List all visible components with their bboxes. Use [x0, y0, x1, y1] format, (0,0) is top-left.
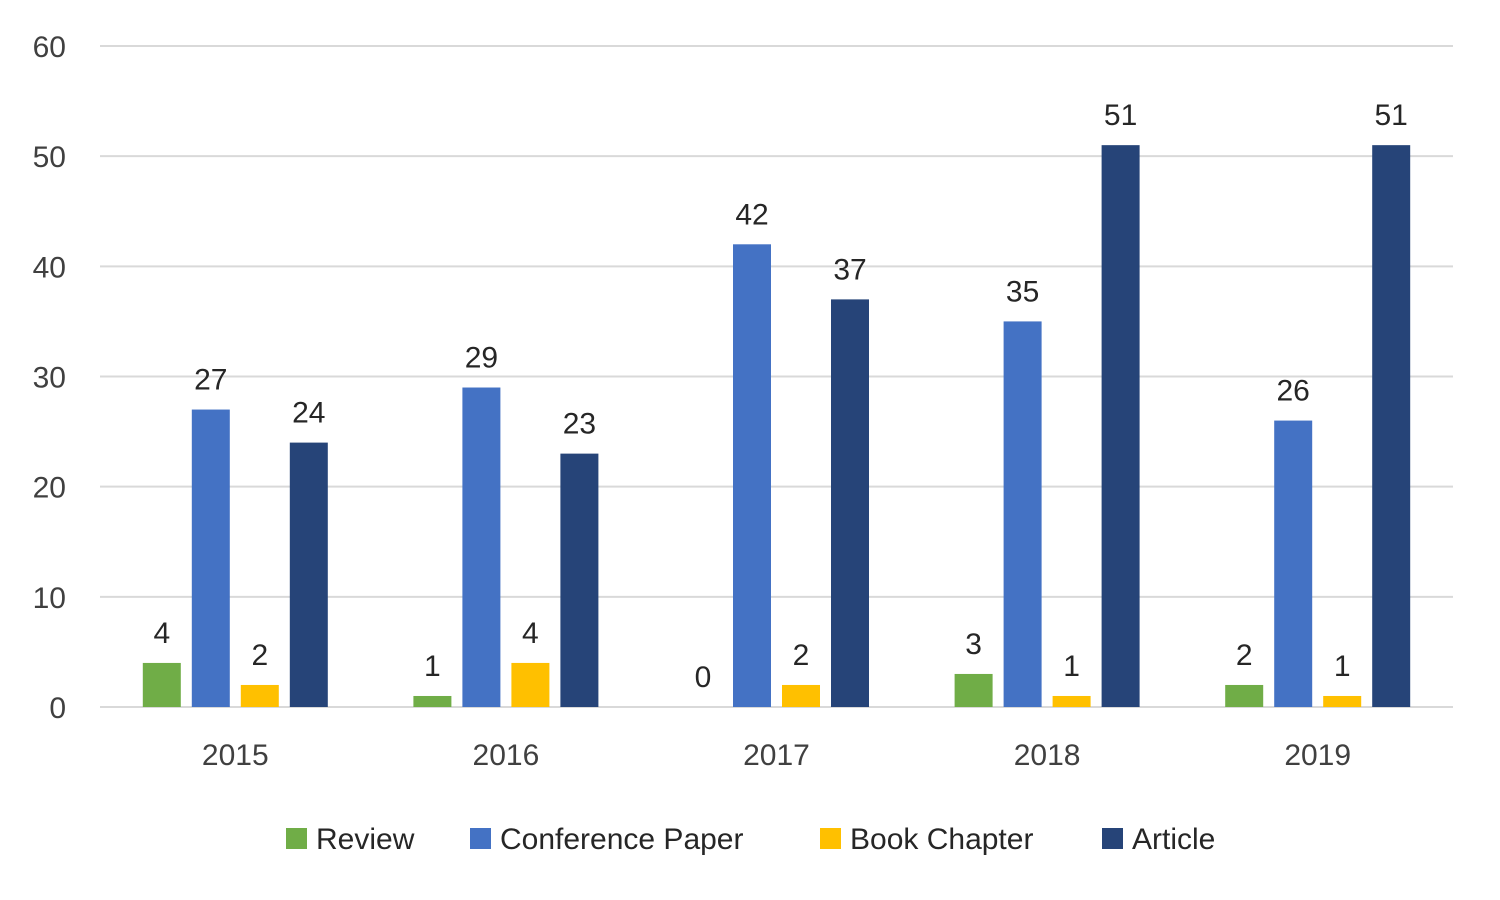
x-tick-label: 2017: [743, 739, 810, 772]
legend-swatch: [286, 828, 307, 849]
bar-book-chapter: [1323, 695, 1362, 707]
data-label: 1: [424, 650, 441, 683]
data-label: 24: [292, 397, 325, 430]
bar-article: [1372, 145, 1411, 707]
legend-swatch: [820, 828, 841, 849]
y-tick-label: 0: [49, 692, 66, 725]
data-label: 2: [1236, 639, 1253, 672]
data-label: 1: [1334, 650, 1351, 683]
bar-book-chapter: [511, 662, 550, 707]
bar-article: [289, 442, 328, 707]
y-tick-label: 20: [33, 472, 66, 505]
legend-label: Review: [316, 823, 415, 856]
data-label: 1: [1063, 650, 1080, 683]
bar-conference-paper: [462, 387, 501, 707]
bar-conference-paper: [191, 409, 230, 707]
legend-item-article: Article: [1102, 823, 1215, 856]
bar-review: [142, 662, 181, 707]
data-label: 0: [695, 661, 712, 694]
y-tick-label: 50: [33, 141, 66, 174]
data-label: 29: [465, 342, 498, 375]
bar-article: [560, 453, 599, 707]
data-label: 27: [194, 364, 227, 397]
data-label: 35: [1006, 275, 1039, 308]
bar-conference-paper: [733, 244, 771, 708]
y-tick-label: 40: [33, 251, 66, 284]
data-label: 37: [833, 253, 866, 286]
legend-item-conference-paper: Conference Paper: [470, 823, 744, 856]
bar-conference-paper: [1003, 321, 1042, 707]
bar-article: [831, 299, 869, 707]
y-tick-label: 60: [33, 31, 66, 64]
data-label: 51: [1104, 99, 1137, 132]
data-label: 42: [735, 198, 768, 231]
data-label: 4: [522, 617, 539, 650]
x-tick-label: 2015: [202, 739, 269, 772]
bar-book-chapter: [240, 684, 279, 707]
legend-label: Book Chapter: [850, 823, 1033, 856]
bar-review: [954, 673, 993, 707]
legend-label: Conference Paper: [500, 823, 744, 856]
data-label: 2: [793, 639, 810, 672]
data-label: 2: [251, 639, 268, 672]
data-label: 26: [1277, 375, 1310, 408]
legend-item-book-chapter: Book Chapter: [820, 823, 1033, 856]
bar-conference-paper: [1274, 420, 1313, 707]
bar-article: [1101, 145, 1140, 707]
y-axis-ticks: 0 10 20 30 40 50 60: [33, 31, 66, 725]
x-tick-label: 2016: [473, 739, 540, 772]
bar-review: [413, 695, 452, 707]
data-label: 23: [563, 408, 596, 441]
x-axis-ticks: 2015 2016 2017 2018 2019: [202, 739, 1351, 772]
legend: Review Conference Paper Book Chapter Articl…: [286, 823, 1215, 856]
legend-swatch: [1102, 828, 1123, 849]
bars: [142, 145, 1411, 708]
legend-label: Article: [1132, 823, 1215, 856]
legend-swatch: [470, 828, 491, 849]
data-label: 51: [1375, 99, 1408, 132]
y-tick-label: 30: [33, 362, 66, 395]
data-label: 3: [965, 628, 982, 661]
legend-item-review: Review: [286, 823, 415, 856]
bar-book-chapter: [1052, 695, 1091, 707]
x-tick-label: 2018: [1014, 739, 1081, 772]
data-labels: 4 27 2 24 1 29 4 23 0 42 2 37 3 35 1 51 2 26 1 51: [153, 99, 1407, 694]
bar-review: [1225, 684, 1264, 707]
x-tick-label: 2019: [1284, 739, 1351, 772]
bar-book-chapter: [782, 684, 820, 707]
data-label: 4: [153, 617, 170, 650]
y-tick-label: 10: [33, 582, 66, 615]
